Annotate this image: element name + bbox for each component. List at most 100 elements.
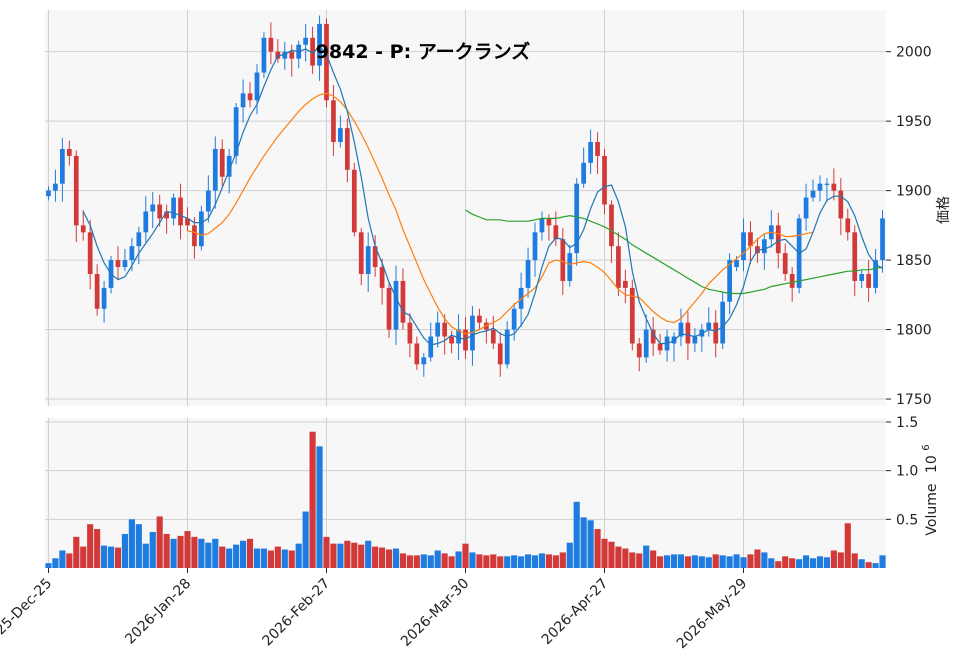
volume-bar: [434, 550, 441, 568]
volume-bar: [246, 538, 254, 568]
date-tick-label: 2026-Feb-27: [260, 576, 334, 650]
candle-body: [282, 51, 288, 59]
candle-body: [609, 204, 614, 247]
volume-bar: [372, 546, 379, 568]
candle-body: [324, 23, 329, 101]
volume-bar: [52, 558, 59, 568]
volume-bar: [205, 542, 212, 568]
candle-body: [80, 225, 86, 233]
volume-axis-label-exponent: 6: [921, 444, 932, 450]
ma-long-line: [465, 209, 883, 295]
candle-body: [477, 315, 482, 323]
candle-body: [574, 183, 580, 254]
candle-body: [407, 322, 413, 344]
candle-body: [372, 246, 378, 268]
volume-bar: [379, 547, 386, 568]
candle-body: [136, 232, 142, 247]
volume-bar: [538, 553, 546, 568]
candle-body: [880, 218, 885, 261]
price-tick-label: 1850: [896, 253, 932, 269]
volume-bar: [260, 548, 268, 568]
candle-body: [46, 190, 51, 197]
volume-bar: [114, 547, 122, 568]
volume-bar: [858, 559, 865, 568]
volume-bar: [768, 558, 775, 568]
volume-axis-label-text: Volume: [924, 484, 940, 536]
candle-body: [866, 274, 871, 288]
price-tick-label: 1950: [896, 114, 932, 130]
candle-body: [199, 211, 204, 247]
candle-body: [692, 336, 698, 344]
candle-body: [358, 232, 364, 274]
volume-bar: [351, 542, 358, 568]
candle-body: [73, 155, 79, 226]
volume-bar: [733, 554, 740, 568]
volume-bar: [240, 540, 247, 568]
volume-bar: [754, 549, 761, 568]
volume-bar: [608, 541, 615, 568]
candle-body: [810, 190, 816, 198]
volume-bar: [663, 555, 671, 568]
volume-bar: [559, 552, 566, 568]
volume-bar: [184, 531, 191, 568]
candle-body: [219, 148, 225, 177]
candle-body: [289, 51, 295, 59]
candle-body: [789, 274, 795, 288]
date-tick-label: 2026-Apr-27: [539, 576, 612, 649]
candle-body: [421, 357, 427, 365]
volume-bar: [670, 554, 678, 568]
volume-bar: [712, 554, 719, 568]
volume-bar: [323, 536, 330, 568]
candle-body: [331, 100, 336, 142]
volume-bar: [59, 550, 66, 568]
moving-average-lines: [82, 45, 883, 346]
date-tick-labels: 2025-Dec-25 2026-Jan-28 2026-Feb-27 2026-Ma…: [0, 568, 750, 652]
volume-bar: [94, 529, 101, 568]
volume-tick-label: 1.0: [896, 464, 918, 480]
candle-body: [254, 72, 260, 101]
volume-bar: [587, 520, 594, 568]
volume-bar: [865, 562, 872, 568]
candle-body: [629, 287, 635, 344]
candle-body: [414, 343, 420, 365]
volume-bar: [392, 548, 400, 568]
candle-body: [442, 322, 448, 337]
date-tick-label: 2026-Mar-30: [398, 576, 472, 650]
volume-bar: [253, 548, 261, 568]
volume-bar: [316, 446, 323, 568]
candles: [46, 15, 885, 377]
candle-body: [727, 260, 732, 302]
volume-bar: [782, 556, 789, 568]
candle-body: [317, 23, 322, 66]
candle-body: [678, 322, 684, 337]
candle-body: [164, 211, 169, 219]
candle-body: [240, 93, 246, 108]
volume-bar: [385, 549, 393, 568]
candle-body: [602, 155, 607, 205]
volume-bar: [309, 431, 316, 568]
volume-bar: [267, 550, 274, 568]
candle-body: [365, 246, 371, 274]
volume-bar: [879, 555, 886, 568]
candle-body: [338, 128, 343, 142]
candle-body: [504, 329, 510, 365]
date-tick-label: 2025-Dec-25: [0, 576, 55, 651]
volume-bar: [469, 552, 476, 568]
volume-bar: [643, 545, 650, 568]
candle-body: [539, 218, 545, 233]
candle-body: [643, 329, 649, 358]
candle-body: [581, 162, 587, 184]
volume-bar: [823, 557, 830, 568]
candle-body: [748, 232, 753, 247]
candle-body: [463, 329, 468, 351]
volume-bar: [573, 501, 580, 568]
candle-body: [720, 301, 726, 344]
candle-body: [734, 260, 739, 268]
candle-body: [817, 183, 823, 191]
volume-bar: [580, 517, 587, 568]
volume-bar: [830, 550, 837, 568]
volume-axis-label: Volume 10 6: [921, 444, 940, 535]
volume-bar: [295, 543, 302, 568]
volume-bar: [219, 546, 226, 568]
